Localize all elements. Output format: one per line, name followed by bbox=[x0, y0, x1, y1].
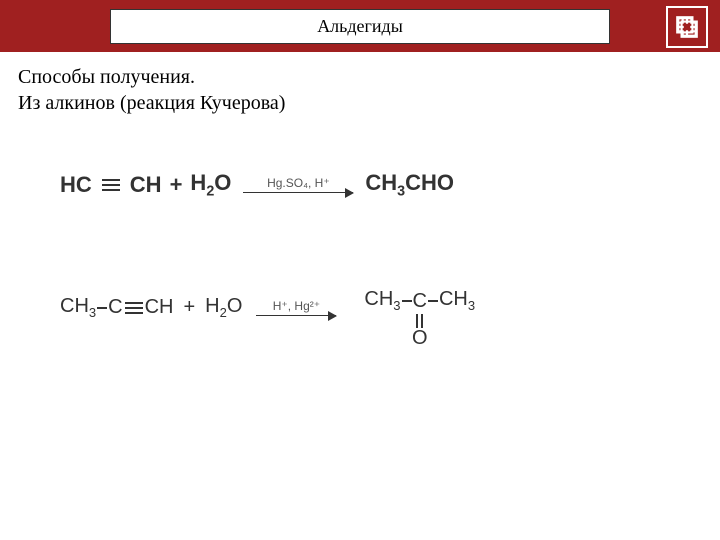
r2-pb: C bbox=[413, 291, 427, 311]
r2-pa: CH3 bbox=[364, 289, 400, 312]
r2-r2: H2O bbox=[205, 295, 242, 320]
r2-r1b: C bbox=[108, 296, 122, 319]
r2-pa-sub: 3 bbox=[393, 298, 400, 313]
single-bond-icon bbox=[97, 307, 107, 309]
r2-r1a-ch: CH bbox=[60, 295, 89, 317]
single-bond-icon bbox=[402, 300, 412, 302]
header-bar: Альдегиды bbox=[0, 0, 720, 52]
r2-pa-ch: CH bbox=[364, 288, 393, 310]
gear-icon bbox=[674, 14, 700, 40]
r2-r2-o: O bbox=[227, 295, 243, 317]
r2-pc-sub: 3 bbox=[468, 298, 475, 313]
triple-bond-icon bbox=[125, 302, 143, 314]
r2-pc: CH3 bbox=[439, 289, 475, 312]
r2-product-top: CH3 C CH3 bbox=[364, 289, 475, 312]
r1-catalyst: Hg.SO₄, H⁺ bbox=[267, 176, 330, 190]
r1-p-sub: 3 bbox=[397, 183, 405, 199]
double-bond-icon bbox=[416, 314, 423, 328]
r1-plus: + bbox=[170, 172, 183, 198]
r2-r1a-sub: 3 bbox=[89, 305, 96, 320]
r2-r2-sub: 2 bbox=[220, 305, 227, 320]
corner-decoration-icon bbox=[666, 6, 708, 48]
reaction-area: HC CH + H2O Hg.SO₄, H⁺ CH3CHO CH3 C CH + bbox=[0, 120, 720, 378]
r2-pc-ch: CH bbox=[439, 288, 468, 310]
r2-po: O bbox=[412, 328, 428, 348]
triple-bond-icon bbox=[102, 179, 120, 191]
arrow-icon bbox=[243, 192, 353, 193]
title-box: Альдегиды bbox=[110, 9, 610, 44]
r2-reactants: CH3 C CH + H2O H⁺, Hg²⁺ bbox=[60, 295, 358, 320]
r1-r2-h: H bbox=[190, 170, 206, 195]
r1-reactant2: H2O bbox=[190, 170, 231, 199]
r2-arrow: H⁺, Hg²⁺ bbox=[256, 299, 336, 316]
r1-p-ch: CH bbox=[365, 170, 397, 195]
page-title: Альдегиды bbox=[317, 16, 403, 36]
r1-reactant1-right: CH bbox=[130, 172, 162, 198]
r1-arrow: Hg.SO₄, H⁺ bbox=[243, 176, 353, 193]
r1-product: CH3CHO bbox=[365, 170, 454, 199]
r2-product: CH3 C CH3 O bbox=[364, 289, 475, 348]
r1-reactant1-left: HC bbox=[60, 172, 92, 198]
reaction-1: HC CH + H2O Hg.SO₄, H⁺ CH3CHO bbox=[60, 170, 660, 199]
subtitle-line-2: Из алкинов (реакция Кучерова) bbox=[18, 90, 702, 116]
r2-carbonyl: O bbox=[412, 314, 428, 348]
subtitle-block: Способы получения. Из алкинов (реакция К… bbox=[0, 52, 720, 120]
single-bond-icon bbox=[428, 300, 438, 302]
r2-plus: + bbox=[183, 296, 195, 319]
r1-r2-o: O bbox=[214, 170, 231, 195]
r2-r1a: CH3 bbox=[60, 295, 96, 320]
reaction-2: CH3 C CH + H2O H⁺, Hg²⁺ CH3 bbox=[60, 289, 660, 348]
r2-r2-h: H bbox=[205, 295, 219, 317]
arrow-icon bbox=[256, 315, 336, 316]
r1-p-cho: CHO bbox=[405, 170, 454, 195]
subtitle-line-1: Способы получения. bbox=[18, 64, 702, 90]
r2-r1c: CH bbox=[145, 296, 174, 319]
r2-catalyst: H⁺, Hg²⁺ bbox=[273, 299, 320, 313]
